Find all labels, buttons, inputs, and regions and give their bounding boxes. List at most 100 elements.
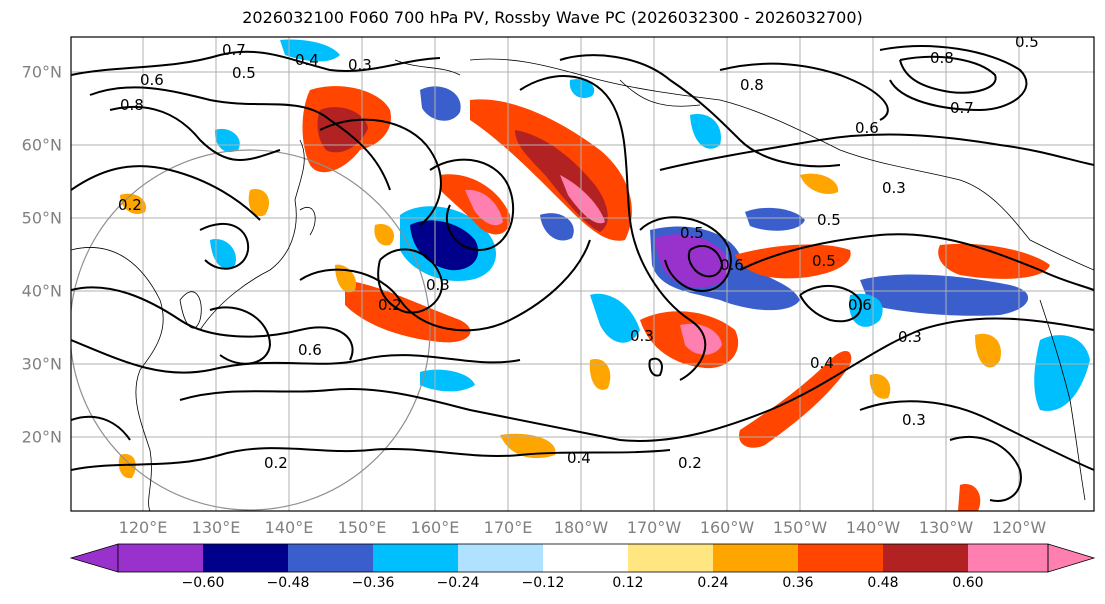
contour-label: 0.5 [812,252,836,270]
colorbar-swatch [543,544,628,572]
negative-anomaly-sub1 [590,293,640,343]
colorbar-tick-label: −0.12 [521,575,565,591]
positive-anomaly-sub6 [958,484,981,511]
positive-anomaly-sub10 [869,374,891,399]
lon-label: 180°W [553,518,609,537]
lat-label: 60°N [21,135,62,155]
contour-label: 0.2 [118,196,142,214]
positive-anomaly-sub5 [800,173,839,195]
negative-anomaly-north [420,86,461,121]
colorbar-swatch [288,544,373,572]
positive-anomaly-east [938,243,1050,279]
colorbar-tick-label: −0.24 [436,575,480,591]
contour-label: 0.6 [848,296,872,314]
colorbar-max-extend [1047,543,1096,573]
colorbar-min-extend [69,543,119,573]
contour-label: 0.3 [898,328,922,346]
colorbar-tick-label: 0.12 [612,575,644,591]
colorbar-swatch [458,544,543,572]
contour-label: 0.2 [264,454,288,472]
colorbar-tick-label: 0.60 [952,575,984,591]
lat-label: 30°N [21,354,62,374]
contour-label: 0.6 [298,341,322,359]
contour-label: 0.3 [630,327,654,345]
contour-label: 0.3 [426,276,450,294]
map-background [71,37,1094,511]
lon-label: 160°W [699,518,755,537]
colorbar-swatch [713,544,798,572]
colorbar-tick-label: −0.48 [266,575,310,591]
positive-anomaly-ring-core [465,189,503,226]
contour-label: 0.6 [855,119,879,137]
lat-label: 40°N [21,281,62,301]
map-title: 2026032100 F060 700 hPa PV, Rossby Wave … [242,8,863,27]
positive-anomaly-jet-peak [560,175,605,224]
contour-label: 0.4 [567,449,591,467]
lon-label: 120°W [991,518,1047,537]
contour-label: 0.6 [140,71,164,89]
lon-label: 170°E [483,518,533,537]
range-circle [71,149,431,511]
lon-label: 120°E [118,518,168,537]
map-frame [70,36,1095,512]
lon-label: 150°W [772,518,828,537]
pv-contours [71,45,1094,502]
contour-label: 0.5 [232,64,256,82]
contour-label: 0.8 [740,76,764,94]
lat-label: 70°N [21,62,62,82]
lon-label: 140°W [845,518,901,537]
positive-anomaly-sub9 [118,454,136,479]
colorbar-swatch [798,544,883,572]
positive-anomaly-sub8 [589,359,611,390]
negative-anomaly-sub7 [214,128,240,152]
contour-labels: 0.7 0.5 0.4 0.3 0.8 0.6 0.2 0.8 0.7 0.6 … [118,33,1039,472]
contour-label: 0.3 [882,179,906,197]
colorbar-swatch [118,544,203,572]
contour-label: 0.2 [678,454,702,472]
negative-anomaly-east [860,274,1029,316]
negative-anomaly-sub4 [1034,335,1090,411]
colorbar [69,543,1096,573]
positive-anomaly-sub2 [248,189,270,217]
lon-label: 170°W [626,518,682,537]
contour-label: 0.5 [1015,33,1039,51]
lat-label: 50°N [21,208,62,228]
contour-label: 0.7 [950,99,974,117]
pc-shading [118,39,1090,511]
lon-label: 160°E [410,518,460,537]
colorbar-tick-label: 0.36 [782,575,814,591]
lon-label: 130°E [191,518,241,537]
contour-label: 0.8 [120,96,144,114]
positive-anomaly-mid-core [680,323,722,355]
colorbar-tick-label: 0.24 [697,575,729,591]
colorbar-tick-label: −0.36 [351,575,395,591]
lon-label: 130°W [918,518,974,537]
colorbar-swatch [628,544,713,572]
contour-label: 0.8 [930,49,954,67]
lat-label: 20°N [21,427,62,447]
contour-label: 0.5 [680,224,704,242]
contour-label: 0.6 [720,256,744,274]
negative-anomaly-sub5 [690,114,721,149]
lon-label: 150°E [337,518,387,537]
negative-anomaly-east-halo [849,293,883,327]
graticule [71,37,1094,511]
negative-anomaly-sub2 [420,369,475,392]
negative-anomaly-sub6 [569,79,595,99]
contour-label: 0.5 [817,211,841,229]
colorbar-tick-label: 0.48 [867,575,899,591]
colorbar-swatch [883,544,968,572]
negative-anomaly-sub8 [540,213,574,241]
positive-anomaly-sub1 [374,224,395,246]
lon-label: 140°E [264,518,314,537]
contour-label: 0.4 [295,51,319,69]
negative-anomaly-gulf [745,207,805,231]
contour-label: 0.2 [378,296,402,314]
negative-anomaly-arctic [280,39,340,62]
colorbar-tick-label: −0.60 [181,575,225,591]
colorbar-swatch [968,544,1048,572]
colorbar-swatch [373,544,458,572]
contour-label: 0.7 [222,41,246,59]
positive-anomaly-sub4 [500,433,556,459]
